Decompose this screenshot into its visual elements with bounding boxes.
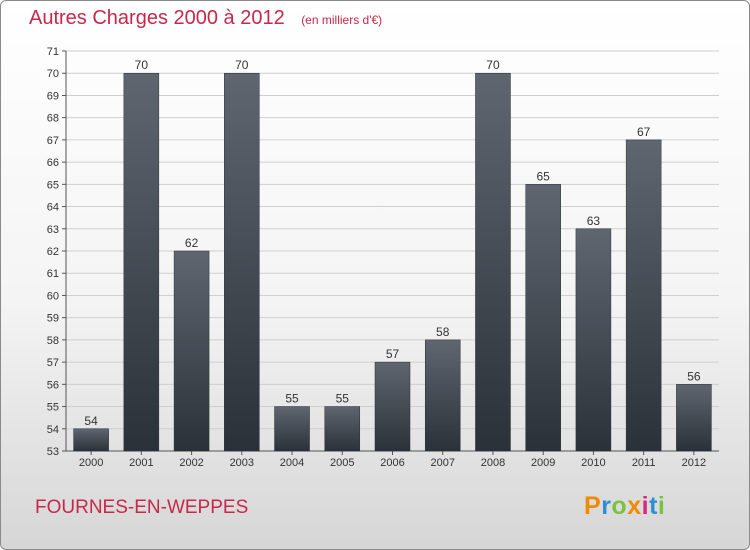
x-tick-label: 2006 bbox=[380, 457, 404, 469]
y-tick-label: 65 bbox=[47, 179, 59, 191]
logo-letter: t bbox=[649, 492, 658, 520]
bar bbox=[73, 428, 109, 452]
bar bbox=[123, 72, 160, 452]
x-tick-label: 2010 bbox=[581, 457, 605, 469]
chart-title-block: Autres Charges 2000 à 2012 (en milliers … bbox=[29, 7, 382, 30]
data-label: 70 bbox=[486, 58, 500, 72]
x-tick-label: 2007 bbox=[430, 457, 454, 469]
data-label: 56 bbox=[687, 369, 701, 383]
logo-letter: P bbox=[584, 492, 602, 520]
y-tick-label: 62 bbox=[47, 246, 59, 258]
y-tick-label: 58 bbox=[47, 335, 59, 347]
commune-name: FOURNES-EN-WEPPES bbox=[35, 497, 249, 518]
data-label: 54 bbox=[84, 414, 98, 428]
x-tick-label: 2009 bbox=[531, 457, 555, 469]
proxiti-logo: Proxiti bbox=[584, 492, 665, 521]
y-tick-label: 69 bbox=[47, 90, 59, 102]
data-label: 63 bbox=[587, 214, 601, 228]
data-label: 70 bbox=[235, 58, 249, 72]
bar bbox=[324, 406, 361, 452]
labels: 53 54 55 56 57 58 59 60 61 62 63 64 65 66 67 68 69 70 71 20… bbox=[47, 46, 706, 469]
x-tick-label: 2012 bbox=[682, 457, 706, 469]
x-tick-label: 2000 bbox=[79, 457, 103, 469]
y-tick-label: 63 bbox=[47, 224, 59, 236]
bar bbox=[575, 228, 612, 452]
y-tick-label: 66 bbox=[47, 157, 59, 169]
bar bbox=[625, 139, 662, 452]
logo-letter: i bbox=[641, 492, 650, 520]
chart-title: Autres Charges 2000 à 2012 bbox=[29, 7, 285, 29]
data-label: 55 bbox=[336, 392, 350, 406]
x-tick-label: 2002 bbox=[179, 457, 203, 469]
y-tick-label: 55 bbox=[47, 402, 59, 414]
data-label: 70 bbox=[135, 58, 149, 72]
y-tick-label: 56 bbox=[47, 379, 59, 391]
x-tick-label: 2004 bbox=[280, 457, 304, 469]
data-label: 67 bbox=[637, 125, 651, 139]
data-label: 62 bbox=[185, 236, 199, 250]
x-tick-label: 2001 bbox=[129, 457, 153, 469]
y-tick-label: 71 bbox=[47, 46, 59, 58]
y-tick-label: 70 bbox=[47, 68, 59, 80]
bar bbox=[274, 406, 310, 452]
bar bbox=[475, 72, 511, 452]
x-tick-label: 2003 bbox=[230, 457, 254, 469]
bar bbox=[173, 250, 210, 452]
y-tick-label: 68 bbox=[47, 113, 59, 125]
data-label: 57 bbox=[386, 347, 400, 361]
x-tick-label: 2008 bbox=[481, 457, 505, 469]
logo-letter: i bbox=[657, 492, 666, 520]
y-tick-label: 61 bbox=[47, 268, 59, 280]
y-tick-label: 59 bbox=[47, 313, 59, 325]
bar bbox=[676, 384, 712, 452]
y-tick-label: 64 bbox=[47, 202, 59, 214]
y-tick-label: 60 bbox=[47, 290, 59, 302]
y-tick-label: 67 bbox=[47, 135, 59, 147]
y-tick-label: 53 bbox=[47, 446, 59, 458]
bars bbox=[73, 72, 712, 452]
data-label: 55 bbox=[285, 392, 299, 406]
bar bbox=[525, 184, 561, 452]
chart-unit-note: (en milliers d'€) bbox=[301, 13, 383, 27]
y-tick-label: 54 bbox=[47, 424, 59, 436]
data-label: 65 bbox=[537, 169, 551, 183]
data-label: 58 bbox=[436, 325, 450, 339]
bar bbox=[374, 361, 411, 452]
bar bbox=[424, 339, 461, 452]
x-tick-label: 2005 bbox=[330, 457, 354, 469]
logo-letter: x bbox=[627, 492, 642, 520]
logo-letter: r bbox=[601, 492, 612, 520]
bar bbox=[224, 72, 260, 452]
y-tick-label: 57 bbox=[47, 357, 59, 369]
logo-letter: o bbox=[611, 492, 628, 520]
x-tick-label: 2011 bbox=[632, 457, 656, 469]
